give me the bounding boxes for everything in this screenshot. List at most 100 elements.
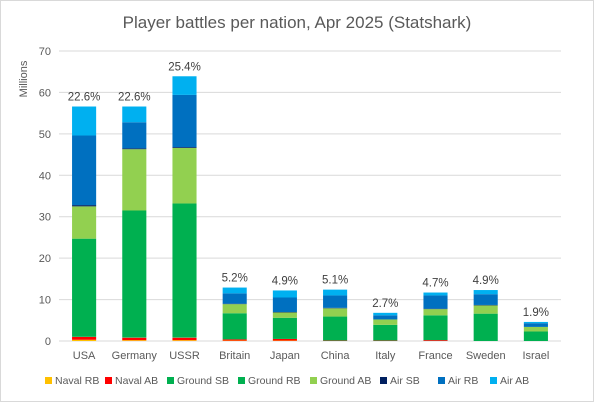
y-tick-label: 50 — [39, 129, 51, 141]
legend-swatch — [380, 377, 387, 384]
bar-segment — [323, 308, 348, 317]
data-label: 4.7% — [422, 278, 448, 290]
legend-entry: Ground RB — [248, 375, 301, 387]
bar-segment — [72, 206, 97, 239]
bar-segment — [72, 135, 97, 206]
bar-segment — [272, 338, 297, 341]
bar-segment — [172, 76, 197, 95]
bar-segment — [373, 324, 398, 341]
bar-segment — [373, 312, 398, 316]
bar-segment — [373, 315, 398, 320]
bar-segment — [122, 149, 147, 211]
bar-segment — [72, 106, 97, 136]
y-tick-label: 20 — [39, 253, 51, 265]
x-category-label: Britain — [219, 350, 250, 362]
x-category-label: Germany — [112, 350, 158, 362]
bar-segment — [72, 336, 97, 340]
data-label: 1.9% — [523, 307, 549, 319]
x-category-label: USA — [73, 350, 96, 362]
bar-segment — [423, 292, 448, 296]
y-tick-label: 10 — [39, 295, 51, 307]
bar-segment — [122, 337, 147, 341]
bar-segment — [523, 321, 548, 324]
y-tick-label: 60 — [39, 87, 51, 99]
x-category-label: China — [321, 350, 351, 362]
y-tick-label: 40 — [39, 170, 51, 182]
bar-segment — [272, 297, 297, 312]
bar-segment — [423, 295, 448, 309]
legend-swatch — [438, 377, 445, 384]
bar-segment — [72, 238, 97, 337]
bar-segment — [473, 305, 498, 314]
legend-swatch — [167, 377, 174, 384]
x-category-label: France — [418, 350, 452, 362]
bar-segment — [122, 210, 147, 338]
bar-segment — [523, 331, 548, 341]
bar-segment — [122, 340, 147, 341]
bar-segment — [323, 289, 348, 296]
bar-segment — [423, 315, 448, 341]
y-tick-label: 30 — [39, 212, 51, 224]
bar-segment — [172, 203, 197, 338]
bar-segment — [172, 147, 197, 148]
bar-segment — [523, 323, 548, 327]
bar-segment — [323, 316, 348, 341]
bar-segment — [272, 290, 297, 298]
bar-segment — [122, 148, 147, 150]
data-label: 4.9% — [473, 275, 499, 287]
y-tick-label: 0 — [45, 336, 51, 348]
bar-segment — [523, 326, 548, 332]
bar-segment — [423, 340, 448, 341]
y-tick-label: 70 — [39, 46, 51, 58]
chart-title: Player battles per nation, Apr 2025 (Sta… — [123, 13, 472, 32]
y-axis-ticks: 0 10 20 30 40 50 60 70 — [39, 46, 51, 348]
legend-swatch — [238, 377, 245, 384]
bar-segment — [272, 317, 297, 339]
data-label: 4.9% — [272, 275, 298, 287]
data-label: 22.6% — [118, 92, 151, 104]
bar-segment — [373, 319, 398, 325]
bar-segment — [222, 313, 247, 340]
bar-segment — [473, 313, 498, 341]
legend-entry: Ground AB — [320, 375, 371, 387]
data-label: 5.2% — [222, 273, 248, 285]
bar-segment — [172, 337, 197, 341]
data-label: 25.4% — [168, 61, 201, 73]
bar-segment — [473, 290, 498, 295]
bar-segment — [72, 339, 97, 341]
bar-segment — [272, 312, 297, 318]
legend-entry: Naval AB — [115, 375, 158, 387]
bar-segment — [172, 94, 197, 148]
bar-segment — [473, 294, 498, 305]
bar-segment — [122, 106, 147, 123]
x-category-label: Israel — [522, 350, 549, 362]
y-axis-label: Millions — [18, 60, 30, 97]
bar-segment — [72, 205, 97, 207]
bar-segment — [222, 304, 247, 314]
data-label: 2.7% — [372, 298, 398, 310]
bar-segment — [222, 287, 247, 294]
bars — [72, 76, 548, 341]
x-category-label: Italy — [375, 350, 396, 362]
bar-segment — [222, 339, 247, 341]
bar-segment — [172, 147, 197, 204]
legend-entry: Air AB — [500, 375, 529, 387]
bar-segment — [172, 340, 197, 341]
bar-segment — [222, 293, 247, 304]
x-category-label: Japan — [270, 350, 300, 362]
bar-segment — [423, 309, 448, 316]
legend-entry: Air RB — [448, 375, 478, 387]
data-label: 22.6% — [68, 92, 101, 104]
data-label: 5.1% — [322, 275, 348, 287]
x-category-label: Sweden — [466, 350, 506, 362]
legend-swatch — [105, 377, 112, 384]
legend-swatch — [490, 377, 497, 384]
legend-swatch — [310, 377, 317, 384]
bar-segment — [122, 122, 147, 149]
legend-entry: Naval RB — [55, 375, 99, 387]
x-axis-categories: USA Germany USSR Britain Japan China Italy Fran… — [73, 350, 550, 362]
legend-entry: Air SB — [390, 375, 420, 387]
data-labels: 22.6% 22.6% 25.4% 5.2% 4.9% 5.1% 2.7% 4.7% 4.9% 1… — [68, 61, 549, 319]
legend-swatch — [45, 377, 52, 384]
